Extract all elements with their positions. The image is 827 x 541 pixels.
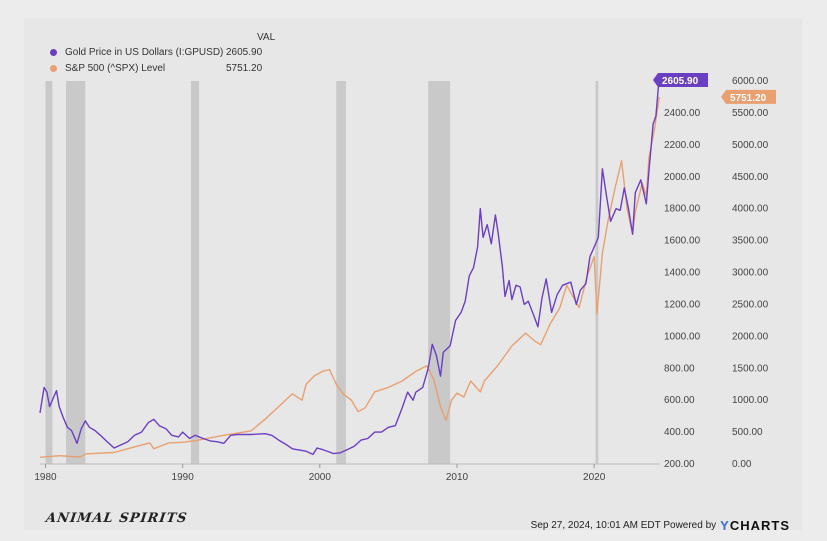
y-left-tick-2400.00: 2400.00 (664, 108, 701, 119)
y-right-tick-6000.00: 6000.00 (732, 76, 769, 87)
legend-value-gold: 2605.90 (226, 47, 263, 58)
y-left-tick-200.00: 200.00 (664, 459, 695, 470)
y-right-tick-5000.00: 5000.00 (732, 140, 769, 151)
x-tick-label-2010: 2010 (446, 472, 469, 483)
chart-panel: VAL Gold Price in US Dollars (I:GPUSD) 2… (24, 18, 802, 533)
series-line-gold (39, 76, 660, 456)
y-left-tick-1200.00: 1200.00 (664, 299, 701, 310)
x-tick-label-1990: 1990 (172, 472, 195, 483)
y-left-tick-1800.00: 1800.00 (664, 204, 701, 215)
y-right-tick-0.00: 0.00 (732, 459, 752, 470)
last-value-label-gold: 2605.90 (662, 76, 699, 87)
legend-dot-spx (50, 65, 57, 72)
recession-band-4 (428, 81, 451, 464)
legend-label-gold: Gold Price in US Dollars (I:GPUSD) (65, 47, 224, 58)
recession-band-2 (190, 81, 200, 464)
x-tick-label-1980: 1980 (34, 472, 57, 483)
y-right-tick-3500.00: 3500.00 (732, 236, 769, 247)
line-chart: 1980 1990 2000 2010 2020 200.00 400.00 600.00 80… (34, 73, 776, 483)
y-right-tick-2500.00: 2500.00 (732, 299, 769, 310)
y-right-tick-4000.00: 4000.00 (732, 204, 769, 215)
y-right-tick-500.00: 500.00 (732, 427, 763, 438)
last-value-tag-gold (653, 73, 708, 88)
y-right-tick-1000.00: 1000.00 (732, 395, 769, 406)
timestamp-text: Sep 27, 2024, 10:01 AM EDT Powered by (530, 520, 717, 531)
y-left-tick-1600.00: 1600.00 (664, 236, 701, 247)
y-right-tick-2000.00: 2000.00 (732, 331, 769, 342)
y-left-tick-400.00: 400.00 (664, 427, 695, 438)
ycharts-logo[interactable]: YCHARTS (720, 518, 790, 533)
y-right-tick-5500.00: 5500.00 (732, 108, 769, 119)
x-tick-label-2000: 2000 (309, 472, 332, 483)
y-left-tick-1400.00: 1400.00 (664, 268, 701, 279)
legend-item-gold[interactable]: Gold Price in US Dollars (I:GPUSD) 2605.… (50, 47, 262, 58)
animal-spirits-logo: ANIMAL SPIRITS (44, 511, 189, 526)
legend-value-spx: 5751.20 (226, 63, 263, 74)
recession-band-0 (45, 81, 53, 464)
y-left-tick-2000.00: 2000.00 (664, 172, 701, 183)
series-line-spx (39, 96, 660, 458)
recession-band-3 (336, 81, 346, 464)
y-left-tick-600.00: 600.00 (664, 395, 695, 406)
legend-label-spx: S&P 500 (^SPX) Level (65, 63, 166, 74)
y-right-tick-3000.00: 3000.00 (732, 268, 769, 279)
y-left-tick-1000.00: 1000.00 (664, 331, 701, 342)
footer-attribution: Sep 27, 2024, 10:01 AM EDT Powered by YC… (531, 518, 790, 533)
recession-band-1 (66, 81, 86, 464)
legend-item-spx[interactable]: S&P 500 (^SPX) Level 5751.20 (50, 63, 262, 74)
legend-header: VAL (257, 32, 276, 43)
last-value-label-spx: 5751.20 (730, 93, 767, 104)
legend-dot-gold (50, 49, 57, 56)
y-right-tick-1500.00: 1500.00 (732, 363, 769, 374)
recession-band-5 (595, 81, 599, 464)
y-left-tick-800.00: 800.00 (664, 363, 695, 374)
x-tick-label-2020: 2020 (583, 472, 606, 483)
y-right-tick-4500.00: 4500.00 (732, 172, 769, 183)
last-value-tag-spx (721, 89, 776, 104)
y-left-tick-2200.00: 2200.00 (664, 140, 701, 151)
